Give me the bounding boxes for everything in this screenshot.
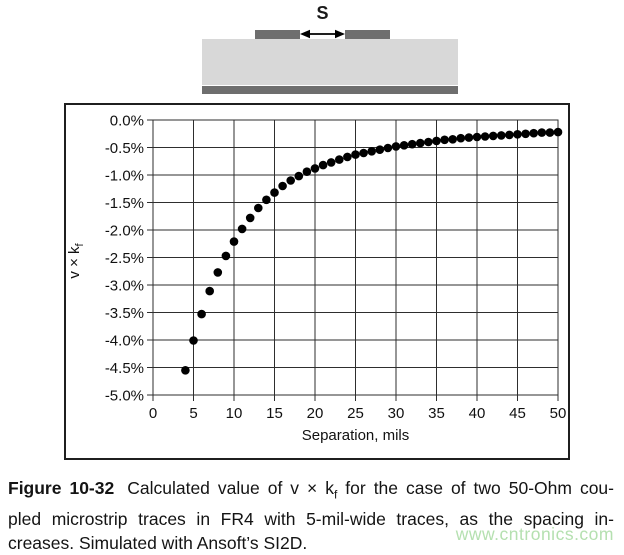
caption-line-2: pled microstrip traces in FR4 with 5-mil… (8, 508, 614, 529)
left-trace-rect (255, 30, 300, 39)
spacing-double-arrow-icon (300, 29, 345, 39)
svg-text:0: 0 (149, 405, 157, 422)
figure-caption: Figure 10-32 Calculated value of v × kf f… (0, 470, 624, 555)
ground-plane-rect (202, 86, 458, 94)
svg-text:45: 45 (509, 405, 526, 422)
svg-text:10: 10 (226, 405, 243, 422)
chart-frame: 0 5 10 15 20 25 30 35 40 45 50 0.0% -0.5% -1.0% -1.5% -… (64, 103, 570, 460)
watermark-url: www.cntronics.com (455, 524, 614, 544)
svg-text:20: 20 (307, 405, 324, 422)
svg-text:5: 5 (189, 405, 197, 422)
svg-text:15: 15 (266, 405, 283, 422)
svg-text:40: 40 (469, 405, 486, 422)
right-trace-rect (345, 30, 390, 39)
svg-text:-0.5%: -0.5% (105, 140, 144, 157)
svg-text:-4.5%: -4.5% (105, 360, 144, 377)
caption-line-1: Figure 10-32 Calculated value of v × kf f… (8, 476, 614, 507)
svg-text:-4.0%: -4.0% (105, 332, 144, 349)
svg-text:-5.0%: -5.0% (105, 387, 144, 404)
caption-text-post: for the case of two 50-Ohm cou- (337, 478, 614, 498)
spacing-label: S (316, 3, 329, 23)
svg-text:35: 35 (428, 405, 445, 422)
microstrip-cross-section-diagram: S (0, 0, 624, 100)
svg-text:-1.0%: -1.0% (105, 167, 144, 184)
svg-text:30: 30 (388, 405, 405, 422)
svg-text:-3.5%: -3.5% (105, 305, 144, 322)
caption-kf-subscript: f (333, 487, 338, 502)
scatter-plot: 0 5 10 15 20 25 30 35 40 45 50 0.0% -0.5% -1.0% -1.5% -… (105, 112, 567, 422)
svg-text:-2.5%: -2.5% (105, 250, 144, 267)
caption-text-pre: Calculated value of v × k (127, 478, 334, 498)
svg-text:50: 50 (550, 405, 567, 422)
svg-text:-3.0%: -3.0% (105, 277, 144, 294)
svg-text:25: 25 (347, 405, 364, 422)
svg-text:-1.5%: -1.5% (105, 195, 144, 212)
caption-line-3: creases. Simulated with Ansoft’s SI2D. (8, 532, 308, 553)
figure-number: Figure 10-32 (8, 478, 115, 498)
svg-text:0.0%: 0.0% (110, 112, 144, 129)
svg-text:-2.0%: -2.0% (105, 222, 144, 239)
x-axis-title: Separation, mils (301, 427, 410, 444)
y-axis-title-subscript: f (74, 243, 86, 247)
y-axis-title-text: v × k (66, 246, 83, 279)
substrate-rect (202, 39, 458, 85)
y-axis-title: v × kf (66, 201, 86, 321)
